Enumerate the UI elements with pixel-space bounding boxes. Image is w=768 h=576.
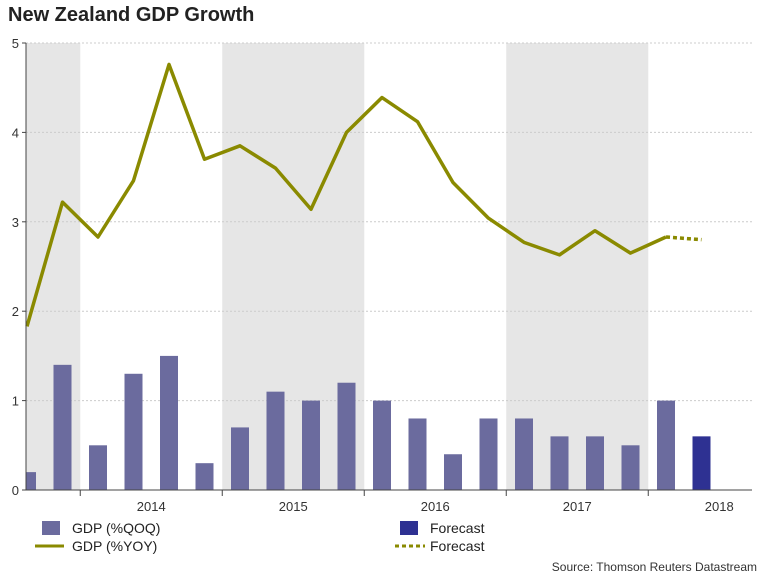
bar (124, 373, 143, 490)
chart-title: New Zealand GDP Growth (8, 4, 255, 26)
y-tick-label: 4 (12, 125, 19, 140)
series-line-forecast (665, 235, 702, 242)
shade-band (506, 43, 649, 490)
x-tick-label: 2017 (563, 499, 592, 514)
bar (89, 445, 107, 490)
legend-label-line-forecast: Forecast (430, 538, 485, 554)
shaded-year-bands (26, 43, 649, 490)
bar (479, 418, 498, 490)
bar (621, 445, 640, 490)
bars (26, 355, 711, 490)
bar (160, 355, 178, 490)
axes: 0 1 2 3 4 5 2014 2015 2016 2017 2018 (12, 36, 752, 514)
x-tick-label: 2015 (279, 499, 308, 514)
bar (195, 463, 214, 490)
bar (302, 400, 320, 490)
legend-swatch-bar-forecast (400, 521, 418, 535)
shade-band (26, 43, 81, 490)
bar (53, 364, 72, 490)
lines (25, 62, 702, 327)
legend-label-yoy: GDP (%YOY) (72, 538, 157, 554)
x-tick-label: 2018 (705, 499, 734, 514)
bar (586, 436, 604, 490)
bar (26, 472, 36, 490)
legend-label-bar-forecast: Forecast (430, 520, 485, 536)
bar (550, 436, 569, 490)
legend: GDP (%QOQ) GDP (%YOY) Forecast Forecast (35, 520, 485, 554)
x-tick-label: 2014 (137, 499, 166, 514)
bar (231, 427, 249, 490)
bar (444, 454, 462, 490)
legend-swatch-qoq (42, 521, 60, 535)
source-note: Source: Thomson Reuters Datastream (552, 560, 757, 574)
bar (692, 436, 711, 490)
y-tick-label: 2 (12, 304, 19, 319)
y-tick-label: 5 (12, 36, 19, 51)
legend-label-qoq: GDP (%QOQ) (72, 520, 160, 536)
y-tick-label: 0 (12, 483, 19, 498)
y-tick-label: 3 (12, 215, 19, 230)
y-tick-label: 1 (12, 394, 19, 409)
bar (266, 391, 285, 490)
bar (408, 418, 427, 490)
bar (657, 400, 675, 490)
bar (515, 418, 533, 490)
bar (337, 382, 356, 490)
bar (373, 400, 391, 490)
x-tick-label: 2016 (421, 499, 450, 514)
series-line-yoy (25, 62, 667, 327)
